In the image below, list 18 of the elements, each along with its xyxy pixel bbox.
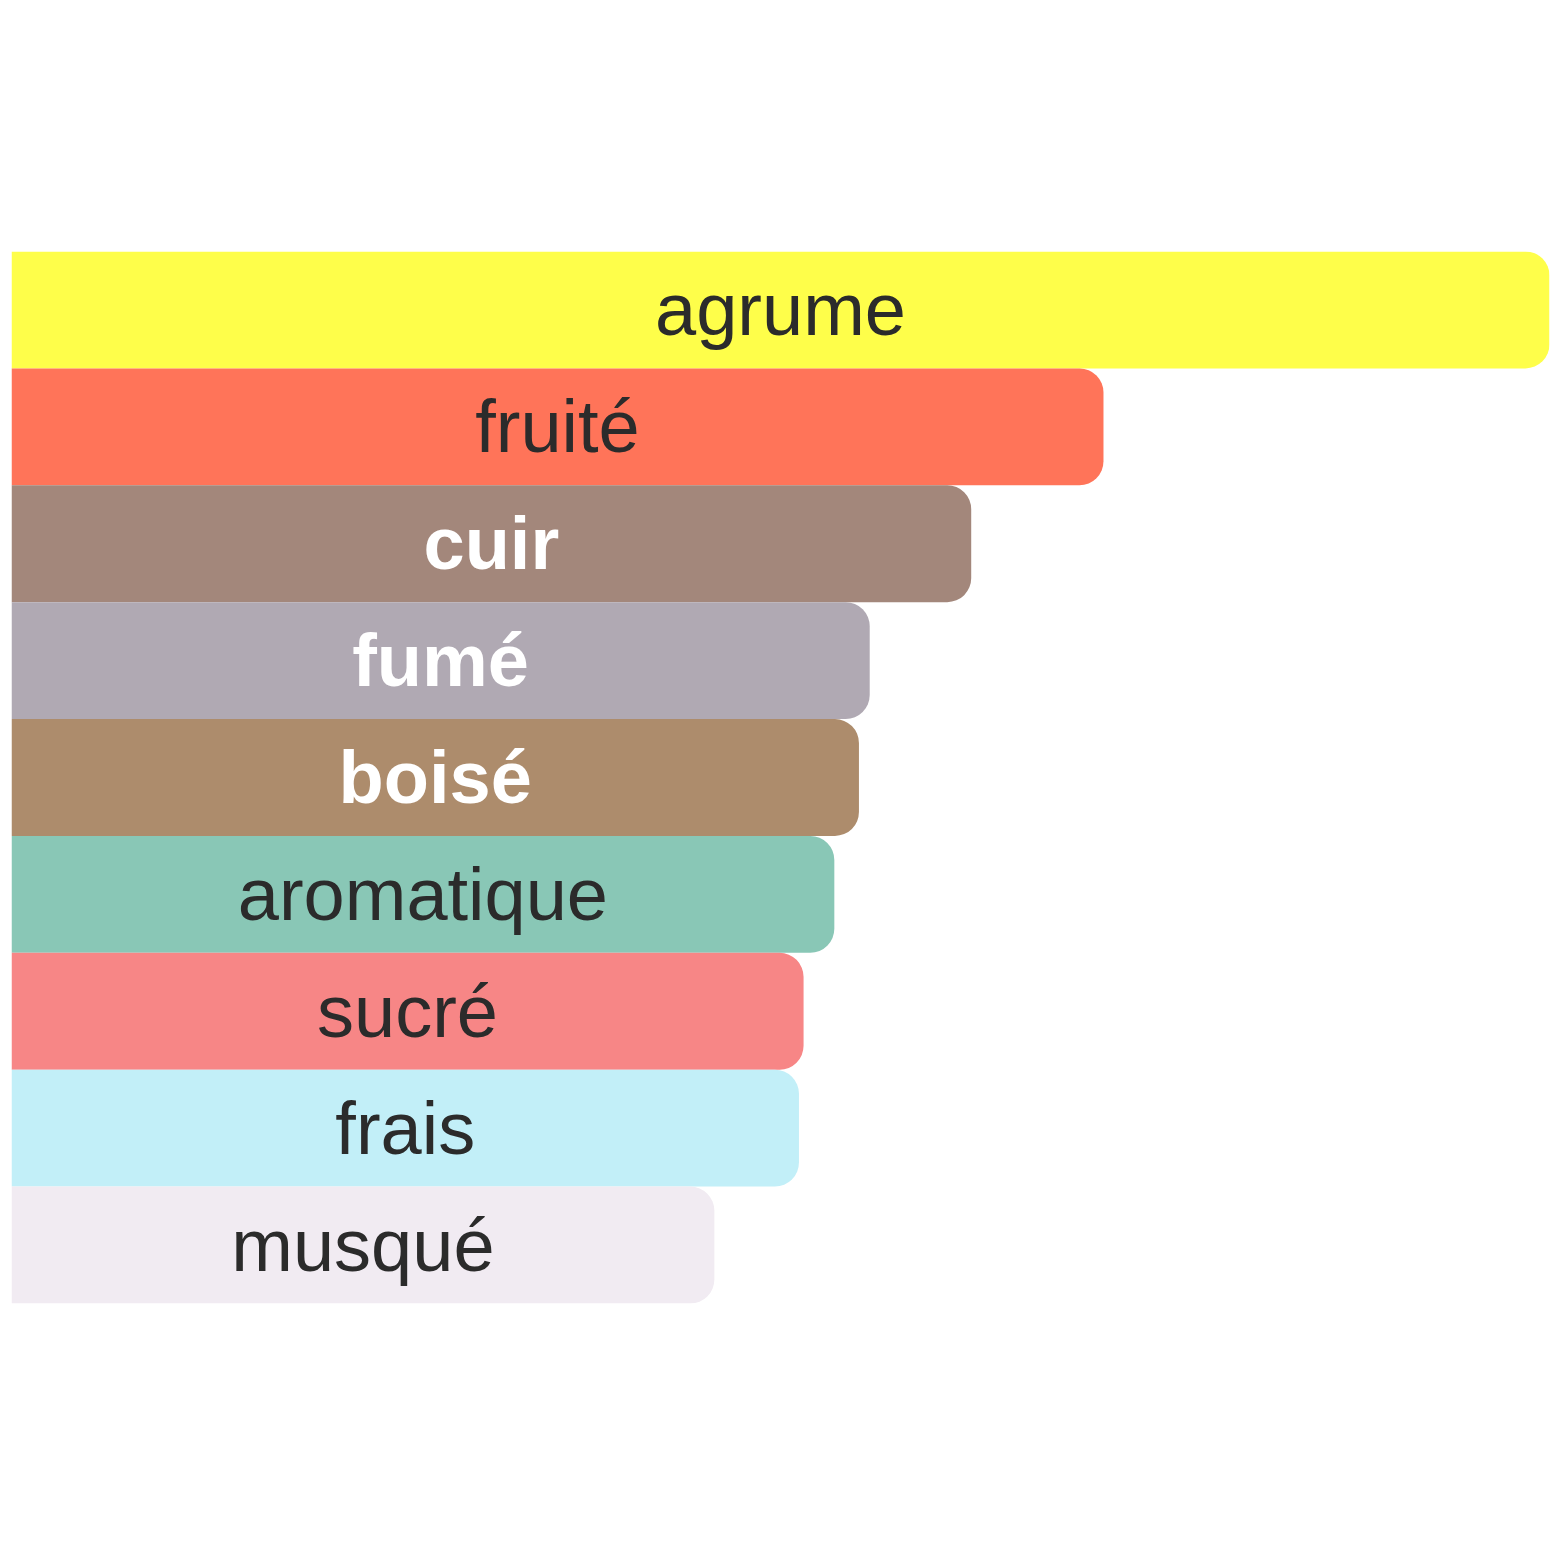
y-tick-label: agrume <box>655 268 906 352</box>
bar <box>11 952 804 1070</box>
y-tick-label: aromatique <box>237 852 609 936</box>
bar <box>11 485 972 603</box>
bar <box>11 251 1550 369</box>
y-tick-label: fruité <box>475 385 640 469</box>
bar <box>11 368 1104 486</box>
bar <box>11 602 870 720</box>
y-tick-label: frais <box>335 1086 476 1170</box>
y-tick-label: musqué <box>231 1203 495 1287</box>
bar <box>11 1069 799 1187</box>
y-tick-label: fumé <box>352 619 530 703</box>
y-tick-label: boisé <box>338 736 532 819</box>
y-tick-label: sucré <box>317 969 499 1053</box>
bar <box>11 835 835 953</box>
bar <box>11 1186 715 1304</box>
y-tick-label: cuir <box>423 502 560 586</box>
bar <box>11 719 859 836</box>
